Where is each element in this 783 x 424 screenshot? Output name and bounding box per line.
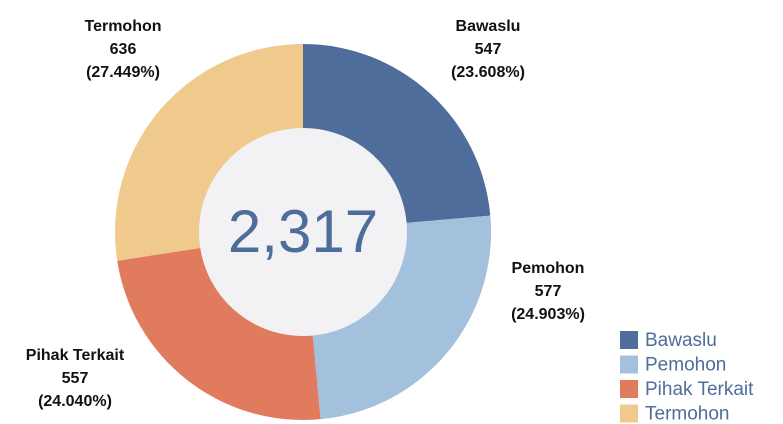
slice-label-percent: (23.608%)	[451, 64, 525, 81]
legend-swatch	[620, 331, 638, 349]
legend-label: Termohon	[645, 404, 730, 424]
legend-swatch	[620, 380, 638, 398]
slice-label-percent: (24.903%)	[511, 306, 585, 323]
legend-swatch	[620, 404, 638, 423]
legend-label: Pihak Terkait	[645, 379, 754, 400]
slice-label-name: Bawaslu	[456, 18, 521, 35]
slice-label-name: Pihak Terkait	[26, 347, 125, 364]
slice-label-value: 557	[62, 370, 89, 387]
donut-hole	[199, 128, 407, 336]
slice-label-name: Termohon	[84, 18, 161, 35]
slice-label-value: 636	[110, 41, 137, 58]
slice-label-name: Pemohon	[512, 260, 585, 277]
slice-label-percent: (24.040%)	[38, 393, 112, 410]
legend-swatch	[620, 355, 638, 374]
slice-label-value: 577	[535, 283, 562, 300]
slice-label-value: 547	[475, 41, 502, 58]
slice-label-percent: (27.449%)	[86, 64, 160, 81]
legend-label: Bawaslu	[645, 330, 717, 351]
legend-label: Pemohon	[645, 355, 726, 376]
center-total: 2,317	[228, 198, 378, 265]
